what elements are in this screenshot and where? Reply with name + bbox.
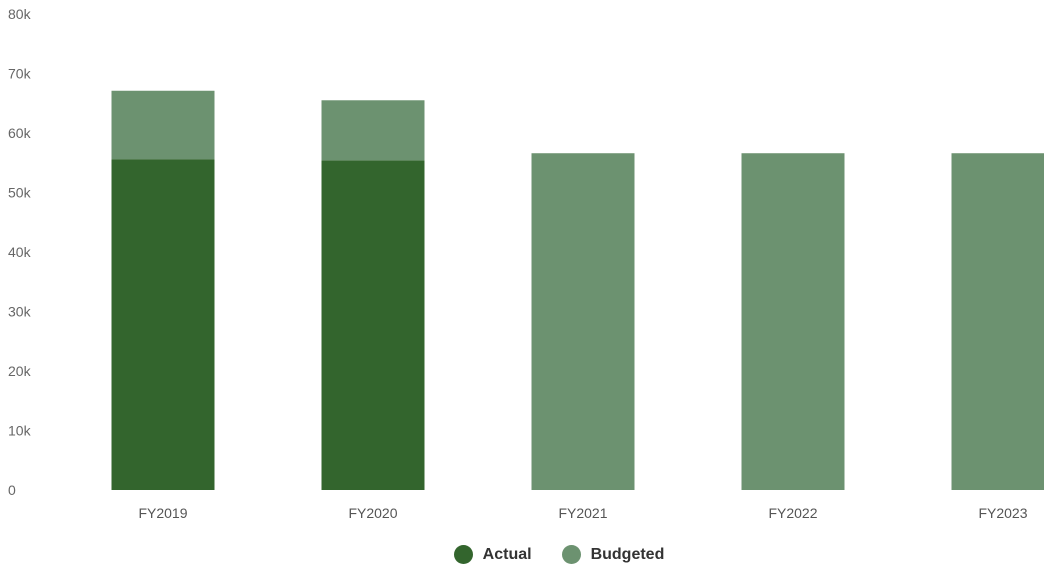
y-tick-label: 10k (8, 423, 32, 439)
y-tick-label: 40k (8, 244, 32, 260)
legend-item-actual[interactable]: Actual (453, 545, 532, 564)
legend-swatch-budgeted (561, 545, 581, 564)
bar-budgeted-fy2023[interactable] (951, 153, 1044, 491)
x-tick-label: FY2019 (138, 505, 187, 521)
bar-actual-fy2019[interactable] (111, 159, 215, 490)
legend: Actual Budgeted (0, 545, 1044, 564)
y-tick-label: 80k (8, 6, 32, 22)
bar-budgeted-fy2021[interactable] (531, 153, 635, 491)
legend-item-budgeted[interactable]: Budgeted (561, 545, 665, 564)
bar-budgeted-fy2022[interactable] (741, 153, 845, 491)
y-tick-label: 30k (8, 304, 32, 320)
bar-budgeted-fy2020[interactable] (321, 100, 425, 161)
legend-label-budgeted: Budgeted (590, 545, 665, 563)
legend-label-actual: Actual (482, 545, 532, 563)
x-tick-label: FY2021 (558, 505, 607, 521)
x-axis: FY2019 FY2020 FY2021 FY2022 FY2023 (138, 505, 1027, 521)
x-tick-label: FY2022 (768, 505, 817, 521)
y-tick-label: 60k (8, 125, 32, 141)
y-tick-label: 70k (8, 66, 32, 82)
y-axis: 0 10k 20k 30k 40k 50k 60k 70k 80k (8, 6, 32, 498)
y-tick-label: 50k (8, 185, 32, 201)
legend-swatch-actual (453, 545, 473, 564)
y-tick-label: 0 (8, 482, 16, 498)
y-tick-label: 20k (8, 363, 32, 379)
x-tick-label: FY2020 (348, 505, 397, 521)
bar-budgeted-fy2019[interactable] (111, 90, 215, 160)
x-tick-label: FY2023 (978, 505, 1027, 521)
bar-actual-fy2020[interactable] (321, 160, 425, 490)
bars (111, 90, 1044, 491)
